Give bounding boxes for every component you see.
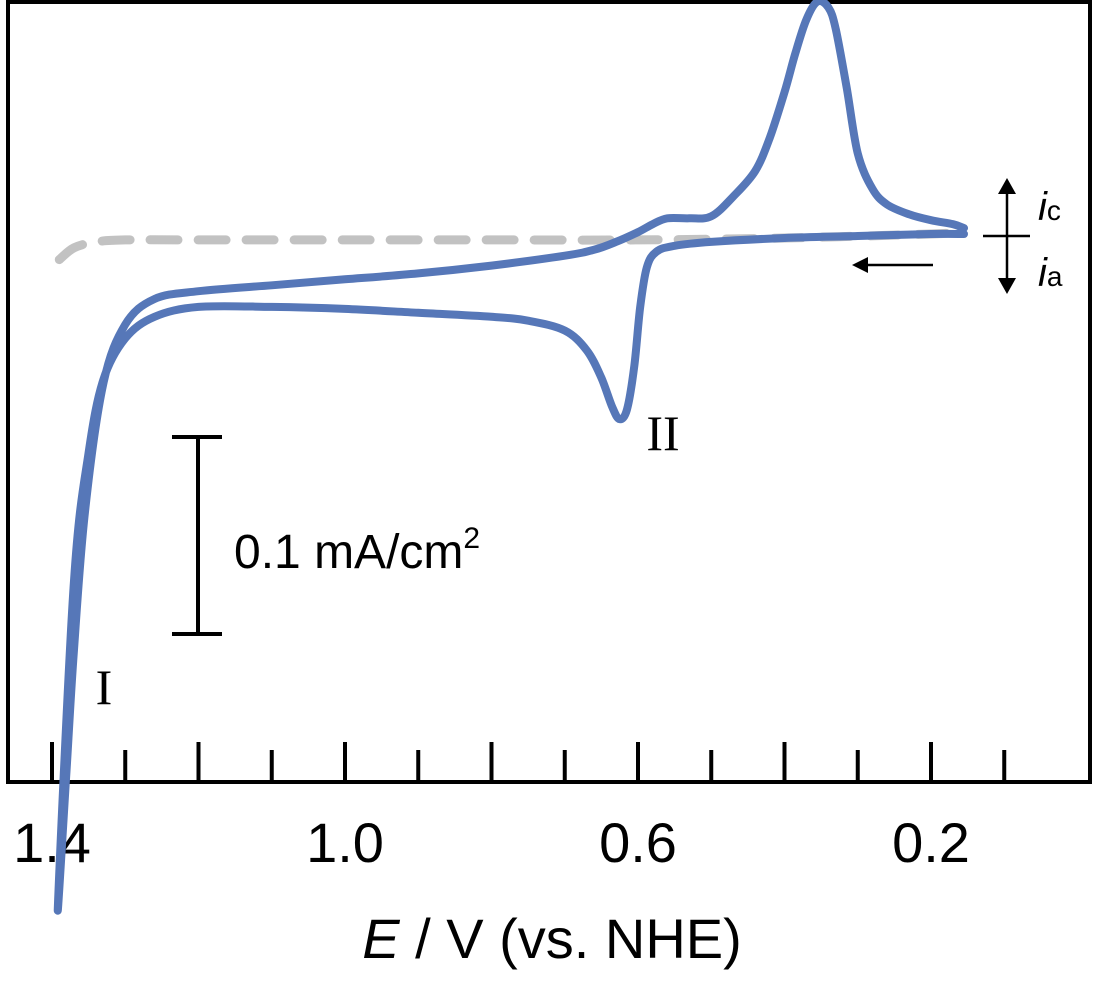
x-axis-tick-labels: 1.4 1.0 0.6 0.2 xyxy=(13,811,970,874)
x-tick-label: 1.4 xyxy=(13,811,91,874)
series-layer xyxy=(53,0,969,915)
cathodic-current-symbol: i xyxy=(1038,185,1048,229)
anodic-current-symbol: i xyxy=(1038,251,1048,295)
x-axis-label: E / V (vs. NHE) xyxy=(362,907,742,970)
x-axis-label-variable: E xyxy=(362,907,400,970)
peak-label-I: I xyxy=(96,659,113,715)
scan-direction-arrow xyxy=(852,257,933,273)
cathodic-arrow-head xyxy=(998,178,1016,194)
x-axis-ticks xyxy=(50,742,1007,782)
scan-direction-arrow-head xyxy=(852,257,868,273)
x-tick-label: 0.6 xyxy=(599,811,677,874)
peak-label-II: II xyxy=(646,405,679,461)
current-direction-indicator xyxy=(983,178,1030,294)
cathodic-current-subscript: c xyxy=(1047,195,1061,226)
scale-bar-label: 0.1 mA/cm2 xyxy=(234,522,480,579)
plot-frame xyxy=(6,0,1092,784)
cv-curve-line xyxy=(53,0,968,915)
anodic-current-subscript: a xyxy=(1047,261,1063,292)
anodic-current-label: ia xyxy=(1038,251,1063,295)
scale-bar-label-main: 0.1 mA/cm xyxy=(234,526,463,579)
x-axis-label-units: / V (vs. NHE) xyxy=(400,907,742,970)
x-tick-label: 1.0 xyxy=(306,811,384,874)
scale-bar-label-superscript: 2 xyxy=(463,522,480,555)
x-tick-label: 0.2 xyxy=(892,811,970,874)
cathodic-current-label: ic xyxy=(1038,185,1061,229)
anodic-arrow-head xyxy=(998,278,1016,294)
scale-bar xyxy=(172,435,222,636)
